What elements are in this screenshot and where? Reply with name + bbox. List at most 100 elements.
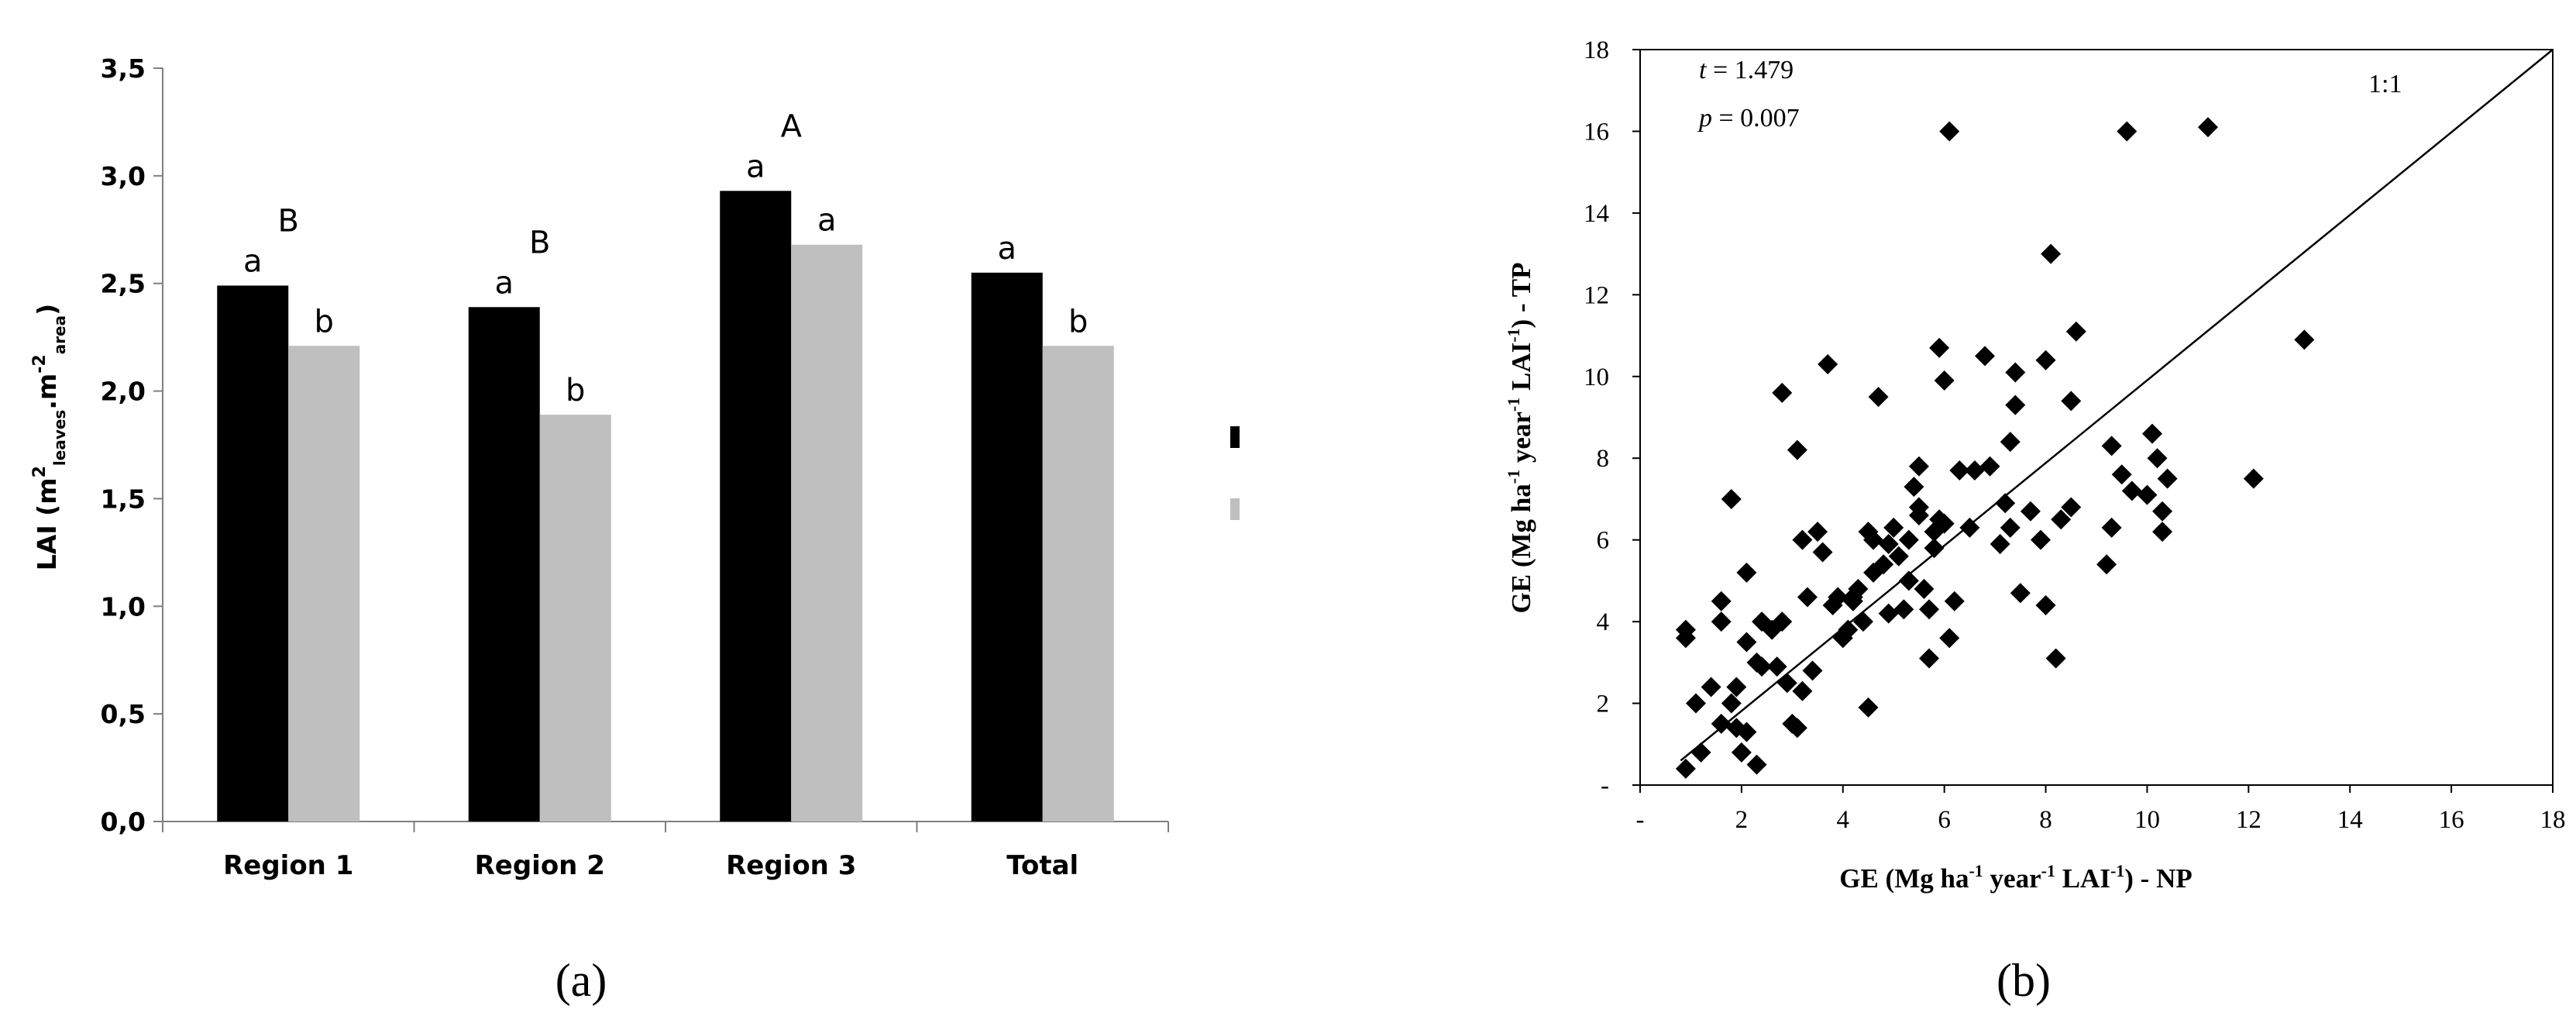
y-tick-label: 2,0 — [101, 377, 146, 407]
data-point — [1731, 742, 1752, 763]
data-point — [2061, 497, 2082, 518]
one-to-one-line — [1680, 49, 2554, 762]
data-point — [2041, 243, 2062, 264]
x-tick-label: 4 — [1837, 806, 1850, 834]
data-point — [1990, 533, 2010, 554]
data-point — [1908, 456, 1929, 477]
y-tick-label: 4 — [1597, 608, 1610, 636]
data-point — [1893, 599, 1914, 620]
data-point — [1802, 660, 1823, 681]
legend-swatch-np — [1230, 498, 1252, 520]
x-tick-label: - — [1636, 806, 1645, 834]
data-point — [2121, 480, 2142, 501]
data-point — [2005, 394, 2026, 415]
data-point — [1883, 517, 1904, 538]
data-point — [2031, 529, 2052, 550]
x-tick-label: 14 — [2337, 806, 2363, 834]
data-point — [1787, 718, 1807, 739]
t-statistic: t = 1.479 — [1699, 56, 1794, 84]
data-point — [1898, 529, 1919, 550]
data-point — [1852, 611, 1873, 632]
x-tick-label: 18 — [2540, 806, 2566, 834]
data-point — [1888, 546, 1909, 567]
data-point — [2117, 121, 2137, 142]
x-tick-label: Region 3 — [726, 850, 856, 881]
data-point — [1736, 562, 1757, 583]
group-letter: A — [781, 108, 803, 144]
data-point — [2035, 595, 2056, 616]
data-point — [2000, 432, 2021, 453]
data-point — [1904, 477, 1924, 498]
data-point — [1924, 522, 1945, 542]
data-point — [1818, 353, 1838, 374]
x-tick-label: Region 1 — [223, 850, 353, 881]
data-point — [1929, 337, 1950, 358]
data-point — [2152, 522, 2173, 542]
data-point — [1721, 693, 1742, 714]
data-point — [1939, 628, 1960, 649]
data-point — [2111, 464, 2132, 485]
data-point — [1822, 595, 1843, 616]
data-point — [1701, 677, 1721, 698]
y-tick-label: 2 — [1597, 691, 1610, 718]
x-tick-label: 10 — [2134, 806, 2160, 834]
data-point — [1746, 754, 1767, 775]
data-point — [2197, 117, 2218, 138]
bar-plot-area: 0,0 0,5 1,0 1,5 2,0 2,5 3,0 3,5 Region 1 a b B Regio… — [101, 53, 1169, 881]
x-tick-label: Region 2 — [475, 850, 605, 881]
data-point — [1766, 656, 1787, 677]
legend: TP NP — [1230, 422, 1295, 525]
data-point — [2020, 501, 2041, 522]
data-point — [1736, 722, 1757, 742]
y-tick-label: 0,5 — [101, 699, 146, 729]
data-point — [2051, 509, 2072, 530]
data-point — [2152, 501, 2173, 522]
bar-tp — [468, 307, 540, 822]
data-point — [1868, 387, 1889, 408]
data-point — [2035, 350, 2056, 370]
bar-np — [1042, 346, 1114, 822]
data-point — [1995, 493, 2016, 514]
data-point — [2061, 391, 2082, 412]
data-point — [2137, 484, 2158, 505]
bar-letter-np: b — [566, 373, 585, 408]
data-point — [1807, 522, 1828, 542]
data-point — [1858, 697, 1879, 718]
y-axis-label: LAI (m2leaves.m-2area) — [30, 304, 69, 570]
legend-swatch-tp — [1230, 426, 1252, 448]
data-point — [1797, 587, 1818, 608]
data-point — [1726, 677, 1747, 698]
data-point — [2294, 329, 2315, 350]
data-point — [1878, 603, 1899, 624]
bar-letter-np: b — [315, 304, 334, 339]
bar-np — [288, 346, 360, 822]
data-point — [2147, 448, 2168, 469]
data-point — [1842, 591, 1863, 611]
y-tick-label: 0,0 — [101, 807, 146, 837]
x-tick-label: 2 — [1735, 806, 1749, 834]
panel-label-b: (b) — [1996, 955, 2051, 1006]
bar-letter-tp: a — [746, 149, 765, 184]
y-tick-label: 8 — [1597, 445, 1610, 473]
y-tick-label: 18 — [1584, 36, 1609, 64]
data-point — [1863, 529, 1884, 550]
bar-letter-np: b — [1068, 304, 1088, 339]
y-tick-label: - — [1601, 772, 1609, 800]
bar-letter-tp: a — [997, 231, 1016, 267]
data-point — [1675, 619, 1696, 640]
y-axis-label-b: GE (Mg ha-1 year-1 LAI-1) - TP — [1504, 263, 1536, 614]
y-tick-label: 1,0 — [101, 591, 146, 622]
y-tick-label: 6 — [1597, 527, 1610, 555]
data-point — [2065, 321, 2086, 342]
bar-tp — [720, 191, 792, 822]
data-point — [2101, 517, 2122, 538]
group-letter: B — [529, 225, 550, 260]
data-point — [2096, 554, 2117, 575]
bar-np — [539, 415, 611, 822]
data-point — [1898, 570, 1919, 591]
data-point — [1934, 370, 1955, 391]
data-point — [1690, 742, 1711, 763]
data-point — [1787, 439, 1807, 460]
data-point — [2243, 468, 2264, 489]
scatter-chart-ge: - 2 4 6 8 10 12 14 16 18 - 2 4 6 8 10 12 14 16 18 t = 1.479… — [1271, 0, 2576, 1019]
